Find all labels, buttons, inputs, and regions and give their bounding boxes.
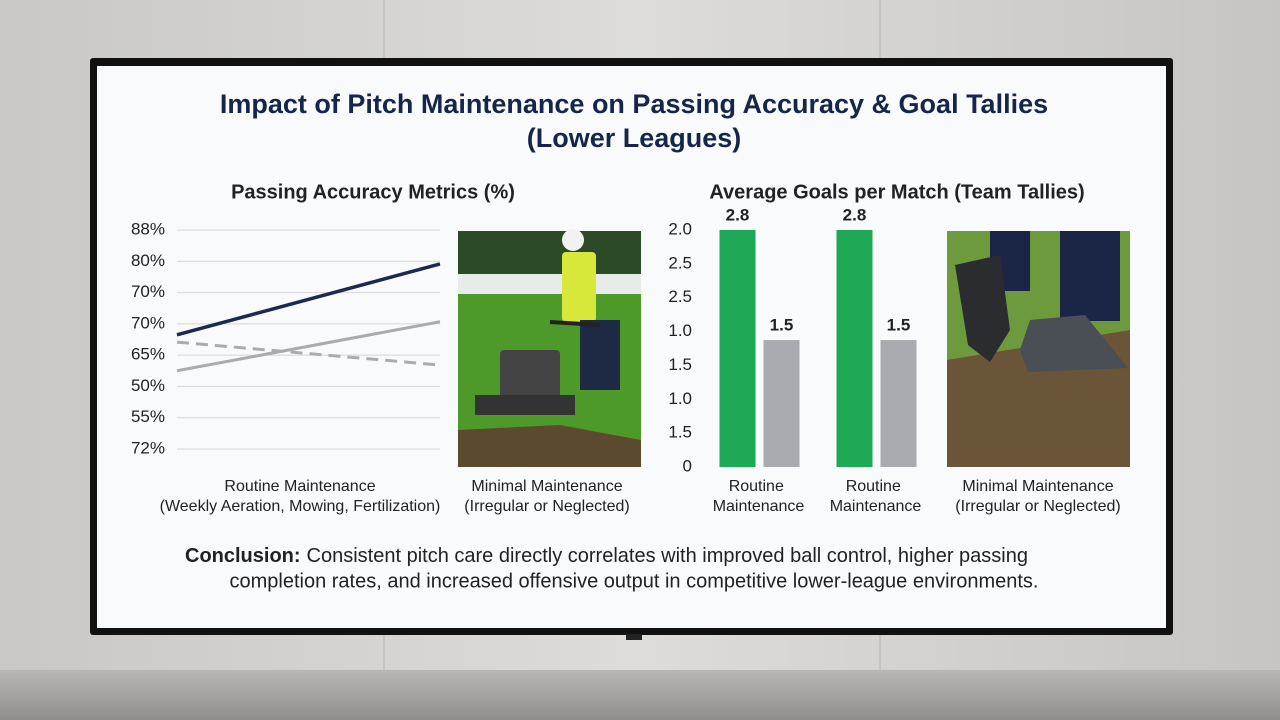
chart-title: Average Goals per Match (Team Tallies): [709, 181, 1084, 203]
y-tick-label: 1.0: [668, 321, 692, 340]
y-tick-label: 2.5: [668, 253, 692, 272]
photo-caption: Minimal Maintenance: [471, 478, 622, 495]
data-label: 2.8: [726, 205, 750, 224]
data-label: 1.5: [770, 316, 794, 335]
chart-title: Passing Accuracy Metrics (%): [231, 181, 515, 203]
slide-title: (Lower Leagues): [527, 123, 742, 153]
photo-caption: Minimal Maintenance: [962, 478, 1113, 495]
photo-boots: [947, 231, 1130, 467]
data-label: 2.8: [843, 205, 867, 224]
data-label: 1.5: [887, 316, 911, 335]
bar: [836, 230, 873, 467]
photo-caption: (Irregular or Neglected): [464, 498, 629, 515]
photo-aerator: [458, 229, 641, 467]
y-tick-label: 65%: [131, 345, 165, 364]
y-tick-label: 50%: [131, 376, 165, 395]
y-tick-label: 1.5: [668, 355, 692, 374]
conclusion-text: Consistent pitch care directly correlate…: [307, 545, 1028, 567]
data-line: [176, 320, 441, 373]
conclusion-text: completion rates, and increased offensiv…: [230, 570, 1039, 592]
photo-caption: (Irregular or Neglected): [955, 498, 1120, 515]
y-tick-label: 2.0: [668, 219, 692, 238]
slide-title: Impact of Pitch Maintenance on Passing A…: [220, 89, 1048, 119]
y-tick-label: 72%: [131, 438, 165, 457]
y-tick-label: 88%: [131, 219, 165, 238]
y-tick-label: 70%: [131, 313, 165, 332]
y-tick-label: 1.5: [668, 423, 692, 442]
bar: [719, 230, 756, 467]
y-tick-label: 70%: [131, 282, 165, 301]
floor: [0, 670, 1280, 720]
screen-stand: [626, 634, 642, 640]
x-tick-label: Routine Maintenance: [830, 478, 922, 515]
bar: [763, 340, 800, 467]
data-line: [176, 262, 441, 337]
bar: [880, 340, 917, 467]
y-tick-label: 55%: [131, 407, 165, 426]
x-axis-label: Routine Maintenance: [224, 478, 375, 495]
x-axis-label: (Weekly Aeration, Mowing, Fertilization): [160, 498, 441, 515]
y-tick-label: 1.0: [668, 389, 692, 408]
data-line: [176, 340, 441, 367]
x-tick-label: Routine Maintenance: [713, 478, 805, 515]
conclusion-label: Conclusion:: [185, 545, 301, 567]
y-tick-label: 2.5: [668, 287, 692, 306]
y-tick-label: 80%: [131, 251, 165, 270]
y-tick-label: 0: [683, 456, 692, 475]
conclusion: Conclusion: Consistent pitch care directl…: [185, 545, 1028, 567]
